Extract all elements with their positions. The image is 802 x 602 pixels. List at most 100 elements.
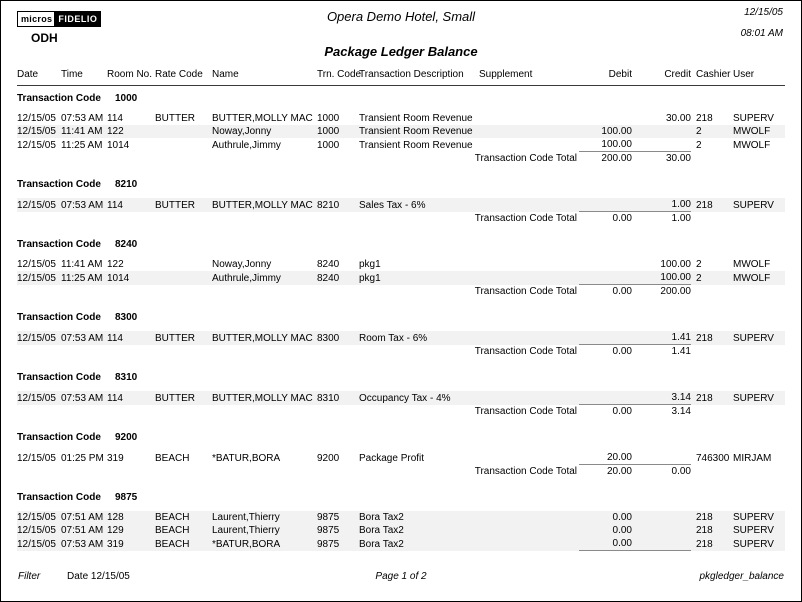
property-code: ODH bbox=[31, 31, 58, 45]
cell-name: *BATUR,BORA bbox=[212, 452, 281, 464]
report-date: 12/15/05 bbox=[744, 7, 783, 18]
group-total-credit: 0.00 bbox=[632, 464, 691, 485]
col-header-debit: Debit bbox=[579, 69, 632, 86]
cell-time: 07:53 AM bbox=[61, 537, 107, 551]
cell-cashier: 218 bbox=[691, 331, 727, 345]
group-code: 9875 bbox=[115, 492, 138, 503]
group-total-spacer bbox=[691, 405, 785, 426]
group-label: Transaction Code bbox=[17, 239, 101, 250]
cell-supp bbox=[479, 125, 579, 138]
cell-name: Noway,Jonny bbox=[212, 259, 272, 270]
cell-date: 12/15/05 bbox=[17, 271, 61, 285]
report-footer: Filter Date 12/15/05 Page 1 of 2 pkgledg… bbox=[18, 571, 784, 585]
group-header-spacer bbox=[155, 232, 785, 258]
cell-credit bbox=[632, 524, 691, 537]
group-header-spacer bbox=[155, 425, 785, 451]
cell-credit: 3.14 bbox=[632, 391, 691, 405]
cell-cashier: 218 bbox=[691, 391, 727, 405]
group-total-credit: 30.00 bbox=[632, 151, 691, 172]
cell-credit: 100.00 bbox=[660, 259, 691, 270]
table-row: 12/15/05 07:51 AM 129 BEACH Laurent,Thierry 9… bbox=[17, 524, 785, 537]
cell-room: 122 bbox=[107, 125, 155, 138]
cell-credit bbox=[632, 138, 691, 152]
cell-credit: 100.00 bbox=[632, 271, 691, 285]
cell-date: 12/15/05 bbox=[17, 511, 61, 524]
cell-trn: 1000 bbox=[317, 113, 340, 124]
table-row: 12/15/05 07:51 AM 128 BEACH Laurent,Thierry 9… bbox=[17, 511, 785, 524]
cell-rate bbox=[155, 271, 212, 285]
cell-debit bbox=[579, 198, 632, 212]
cell-trn: 8210 bbox=[317, 198, 359, 212]
cell-time: 11:41 AM bbox=[61, 125, 107, 138]
cell-user: SUPERV bbox=[727, 537, 785, 551]
group-total-debit: 0.00 bbox=[579, 284, 632, 305]
cell-user: MWOLF bbox=[733, 139, 771, 151]
cell-name: *BATUR,BORA bbox=[212, 537, 317, 551]
cell-cashier: 218 bbox=[691, 524, 727, 537]
cell-rate: BUTTER bbox=[155, 391, 212, 405]
group-header-spacer bbox=[155, 485, 785, 511]
cell-date: 12/15/05 bbox=[17, 139, 56, 151]
cell-rate: BEACH bbox=[155, 511, 212, 524]
footer-date-label: Date 12/15/05 bbox=[67, 571, 130, 582]
cell-desc: Occupancy Tax - 4% bbox=[359, 391, 479, 405]
group-total-spacer bbox=[691, 212, 785, 233]
fidelio-logo-text: FIDELIO bbox=[54, 11, 102, 27]
group-code: 8210 bbox=[115, 179, 138, 190]
footer-left: Filter Date 12/15/05 bbox=[18, 571, 130, 582]
group-total-spacer bbox=[691, 285, 785, 306]
table-row: 12/15/05 07:53 AM 114 BUTTER BUTTER,MOLLY MA… bbox=[17, 112, 785, 125]
micros-logo-text: micros bbox=[17, 11, 57, 27]
cell-trn: 9200 bbox=[317, 452, 340, 464]
col-header-supplement: Supplement bbox=[479, 69, 579, 86]
col-header-trn-code: Trn. Code bbox=[317, 69, 361, 86]
transaction-group: Transaction Code 1000 12/15/05 07:53 AM 114 B… bbox=[17, 86, 785, 172]
table-row: 12/15/05 01:25 PM 319 BEACH *BATUR,BORA 9200 P… bbox=[17, 451, 785, 465]
transaction-group: Transaction Code 9200 12/15/05 01:25 PM 319 B… bbox=[17, 425, 785, 485]
cell-name: BUTTER,MOLLY MAC bbox=[212, 113, 313, 124]
cell-trn: 8240 bbox=[317, 271, 359, 285]
report-title: Package Ledger Balance bbox=[324, 44, 478, 59]
col-header-user: User bbox=[727, 69, 785, 86]
group-total-debit: 200.00 bbox=[579, 151, 632, 172]
group-code: 1000 bbox=[115, 93, 138, 104]
transaction-group: Transaction Code 8310 12/15/05 07:53 AM 114 B… bbox=[17, 365, 785, 425]
group-code: 8300 bbox=[115, 312, 138, 323]
table-row: 12/15/05 11:25 AM 1014 Authrule,Jimmy 8240 pk… bbox=[17, 271, 785, 285]
transaction-group: Transaction Code 9875 12/15/05 07:51 AM 128 B… bbox=[17, 485, 785, 565]
cell-supp bbox=[479, 451, 579, 465]
report-id: pkgledger_balance bbox=[699, 571, 784, 582]
col-header-time: Time bbox=[61, 69, 107, 86]
cell-debit bbox=[579, 331, 632, 345]
cell-time: 07:53 AM bbox=[61, 391, 107, 405]
col-header-name: Name bbox=[212, 69, 317, 86]
cell-trn: 9875 bbox=[317, 537, 359, 551]
cell-room: 128 bbox=[107, 511, 155, 524]
cell-credit: 1.41 bbox=[632, 331, 691, 345]
cell-credit: 1.00 bbox=[632, 198, 691, 212]
cell-time: 07:53 AM bbox=[61, 331, 107, 345]
cell-debit: 0.00 bbox=[579, 511, 632, 524]
group-total-row: Transaction Code Total 20.00 0.00 bbox=[17, 464, 785, 485]
group-code: 8240 bbox=[115, 239, 138, 250]
cell-cashier: 218 bbox=[691, 198, 727, 212]
cell-room: 1014 bbox=[107, 139, 130, 151]
cell-room: 114 bbox=[107, 198, 155, 212]
col-header-date: Date bbox=[17, 69, 61, 86]
cell-user: SUPERV bbox=[727, 511, 785, 524]
cell-credit bbox=[632, 537, 691, 551]
cell-name: Laurent,Thierry bbox=[212, 524, 317, 537]
group-total-debit: 0.00 bbox=[579, 344, 632, 365]
table-row: 12/15/05 11:25 AM 1014 Authrule,Jimmy 1000 Tr… bbox=[17, 138, 785, 152]
report-header: micros FIDELIO ODH Opera Demo Hotel, Smal… bbox=[1, 1, 801, 63]
cell-date: 12/15/05 bbox=[17, 452, 56, 464]
table-row: 12/15/05 07:53 AM 319 BEACH *BATUR,BORA 9875 B… bbox=[17, 537, 785, 551]
cell-name: Authrule,Jimmy bbox=[212, 139, 281, 151]
cell-debit: 0.00 bbox=[579, 537, 632, 551]
transaction-group: Transaction Code 8210 12/15/05 07:53 AM 114 B… bbox=[17, 172, 785, 232]
cell-name: Authrule,Jimmy bbox=[212, 271, 317, 285]
cell-date: 12/15/05 bbox=[17, 125, 61, 138]
group-total-credit: 1.00 bbox=[632, 211, 691, 232]
group-total-spacer bbox=[691, 345, 785, 366]
